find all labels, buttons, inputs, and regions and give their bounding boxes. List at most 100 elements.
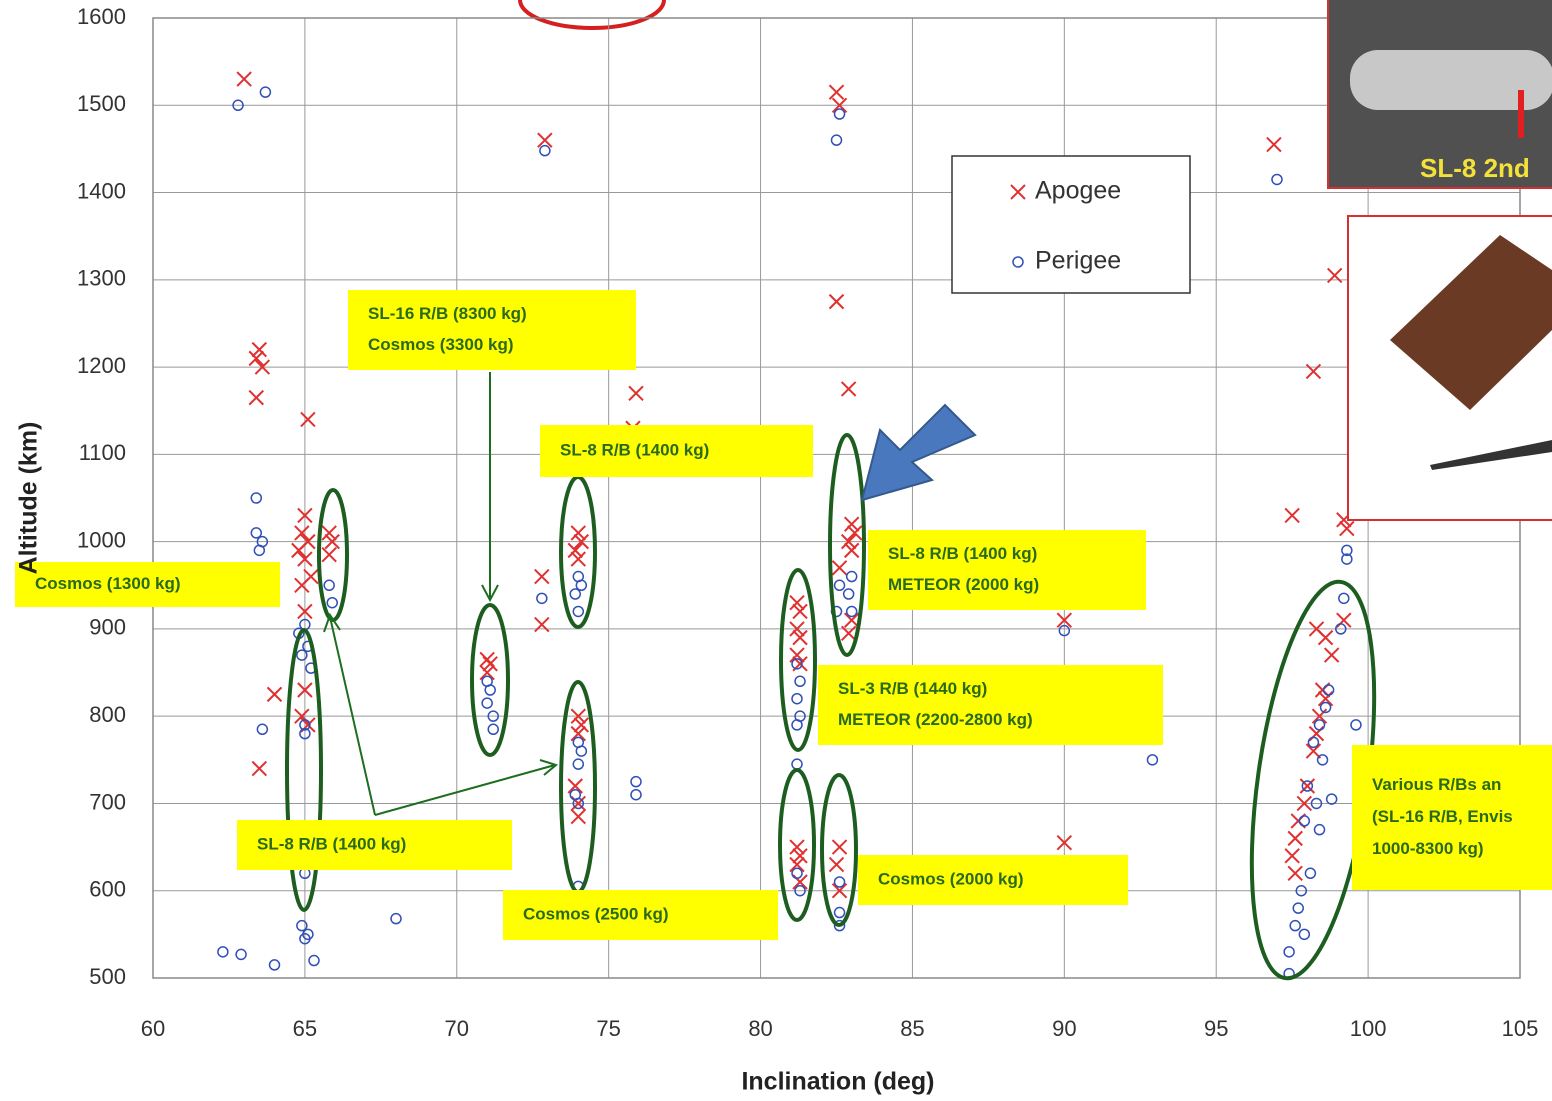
y-tick-label: 1000 bbox=[77, 527, 126, 552]
x-tick-label: 105 bbox=[1502, 1016, 1539, 1041]
apogee-point bbox=[789, 839, 805, 855]
annotation-box bbox=[237, 820, 512, 870]
x-tick-label: 85 bbox=[900, 1016, 924, 1041]
annotation-box bbox=[858, 855, 1128, 905]
apogee-point bbox=[300, 411, 316, 428]
y-tick-label: 900 bbox=[89, 615, 126, 640]
apogee-point bbox=[236, 71, 252, 87]
apogee-point bbox=[570, 808, 586, 825]
perigee-point bbox=[390, 912, 402, 925]
legend bbox=[951, 155, 1191, 294]
apogee-point bbox=[792, 848, 808, 864]
perigee-point bbox=[1012, 256, 1024, 268]
y-tick-label: 1500 bbox=[77, 91, 126, 116]
perigee-point bbox=[1325, 793, 1338, 805]
satellite-panel bbox=[1390, 235, 1552, 410]
annotation-box bbox=[818, 665, 1163, 745]
x-axis-label: Inclination (deg) bbox=[741, 1068, 934, 1096]
apogee-point bbox=[534, 616, 550, 633]
perigee-point bbox=[833, 906, 846, 919]
apogee-point bbox=[570, 525, 586, 541]
apogee-point bbox=[1284, 848, 1300, 864]
perigee-point bbox=[572, 605, 585, 618]
perigee-point bbox=[833, 108, 846, 120]
red-arrow bbox=[1518, 90, 1524, 138]
apogee-point bbox=[294, 525, 310, 541]
apogee-point bbox=[789, 647, 805, 663]
perigee-point bbox=[481, 697, 493, 709]
annotation-text: (SL-16 R/B, Envis bbox=[1372, 807, 1513, 826]
perigee-point bbox=[487, 723, 499, 736]
apogee-point bbox=[573, 533, 590, 550]
annotation-box bbox=[503, 890, 778, 940]
perigee-point bbox=[845, 570, 858, 583]
y-tick-label: 600 bbox=[89, 877, 126, 902]
perigee-point bbox=[830, 134, 843, 146]
perigee-point bbox=[296, 919, 308, 932]
apogee-point bbox=[297, 682, 313, 698]
perigee-point bbox=[1271, 173, 1283, 186]
apogee-point bbox=[297, 507, 313, 524]
annotation-text: SL-8 2nd bbox=[1420, 153, 1530, 183]
perigee-point bbox=[308, 954, 320, 967]
x-tick-label: 90 bbox=[1052, 1016, 1076, 1041]
perigee-point bbox=[1292, 902, 1304, 914]
apogee-point bbox=[266, 686, 283, 703]
annotation-text: SL-8 R/B (1400 kg) bbox=[888, 544, 1037, 563]
y-axis-label: Altitude (km) bbox=[15, 422, 43, 575]
apogee-point bbox=[1323, 647, 1340, 663]
apogee-point bbox=[840, 381, 857, 397]
perigee-point bbox=[1316, 754, 1329, 766]
perigee-point bbox=[794, 675, 806, 688]
perigee-point bbox=[1289, 919, 1301, 932]
perigee-point bbox=[1307, 736, 1320, 749]
apogee-point bbox=[1305, 743, 1322, 759]
satellite-boom bbox=[1430, 440, 1552, 470]
perigee-point bbox=[1350, 719, 1362, 731]
apogee-point bbox=[843, 542, 860, 559]
apogee-point bbox=[1287, 865, 1303, 881]
apogee-point bbox=[294, 577, 310, 593]
annotation-text: SL-8 R/B (1400 kg) bbox=[257, 834, 406, 853]
perigee-point bbox=[572, 797, 585, 810]
apogee-point bbox=[843, 612, 860, 628]
apogee-point bbox=[297, 603, 313, 620]
y-tick-label: 800 bbox=[89, 702, 126, 727]
apogee-point bbox=[789, 595, 805, 611]
annotation-box bbox=[868, 530, 1146, 610]
perigee-point bbox=[1304, 867, 1317, 880]
apogee-point bbox=[567, 778, 583, 794]
annotation-box bbox=[1352, 745, 1552, 890]
perigee-point bbox=[1310, 797, 1323, 810]
apogee-point bbox=[828, 293, 845, 310]
annotation-text: SL-16 R/B (8300 kg) bbox=[368, 304, 527, 323]
perigee-point bbox=[1338, 592, 1350, 605]
perigee-point bbox=[1313, 719, 1326, 731]
perigee-point bbox=[1319, 701, 1332, 714]
apogee-point bbox=[840, 533, 857, 550]
x-tick-label: 80 bbox=[748, 1016, 772, 1041]
annotation-text: 1000-8300 kg) bbox=[1372, 839, 1484, 858]
perigee-point bbox=[842, 588, 855, 600]
annotation-text: Cosmos (2500 kg) bbox=[523, 904, 669, 923]
blue-arrow bbox=[860, 403, 977, 502]
annotation-box bbox=[540, 425, 813, 477]
apogee-point bbox=[831, 97, 848, 113]
apogee-point bbox=[792, 603, 808, 620]
apogee-point bbox=[847, 525, 863, 541]
perigee-point bbox=[268, 959, 281, 971]
perigee-point bbox=[1322, 684, 1335, 696]
perigee-point bbox=[845, 605, 858, 618]
perigee-point bbox=[1335, 623, 1347, 635]
perigee-point bbox=[299, 727, 311, 740]
y-tick-label: 1100 bbox=[79, 440, 126, 465]
y-tick-label: 700 bbox=[89, 789, 126, 814]
perigee-point bbox=[575, 579, 588, 592]
apogee-point bbox=[248, 389, 264, 406]
perigee-point bbox=[833, 876, 846, 888]
apogee-point bbox=[840, 625, 857, 641]
x-tick-label: 60 bbox=[141, 1016, 165, 1041]
perigee-point bbox=[833, 579, 846, 592]
apogee-point bbox=[537, 132, 553, 148]
